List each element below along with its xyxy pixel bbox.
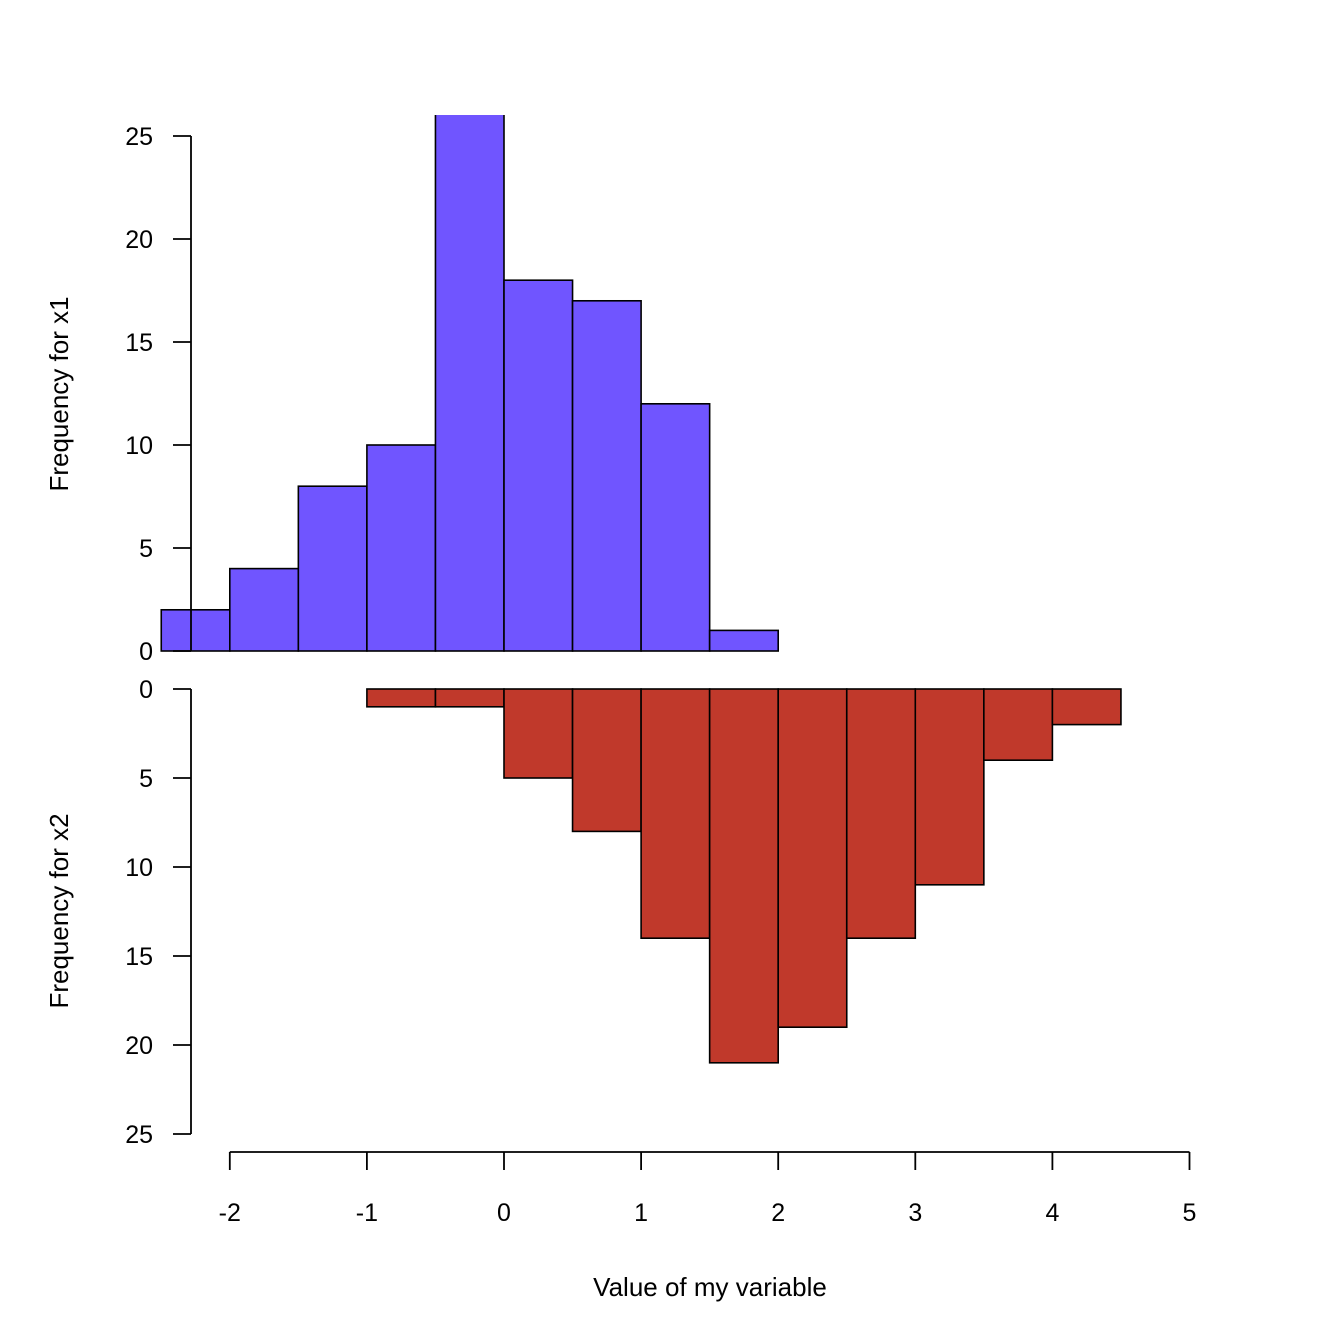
y-axis-title-x1: Frequency for x1 [44,296,74,491]
x1-y-tick-label: 20 [125,226,153,254]
x1-y-tick-label: 15 [125,329,153,357]
x2-bar [777,688,848,1029]
x-tick-label: 2 [771,1199,785,1227]
x-tick-label: -2 [219,1199,241,1227]
x1-bar [640,402,711,652]
x1-y-tick-label: 0 [139,638,153,666]
x2-histogram-bars [366,688,1122,1064]
x2-bar [983,688,1054,761]
x1-y-tick-label: 10 [125,432,153,460]
x2-bar [434,688,505,708]
x2-y-tick-label: 5 [139,765,153,793]
x2-bar [640,688,711,939]
x2-bar [503,688,574,779]
x1-y-axis: 0 5 10 15 20 25 [125,123,192,666]
x2-y-tick-label: 15 [125,943,153,971]
x2-y-tick-label: 0 [139,676,153,704]
x-tick-label: 0 [497,1199,511,1227]
x2-bar [708,688,780,1064]
x2-y-tick-label: 10 [125,854,153,882]
x-tick-label: 4 [1045,1199,1059,1227]
x-tick-label: 1 [634,1199,648,1227]
x2-bar [914,688,985,886]
x1-bar [229,567,300,652]
x1-bar [160,608,231,652]
x2-bar [845,688,917,939]
x2-y-tick-label: 25 [125,1121,153,1149]
x2-bar [571,688,642,833]
x1-bar [434,115,505,652]
x-tick-label: 3 [908,1199,922,1227]
x-tick-label: -1 [356,1199,378,1227]
x1-bar [503,279,574,652]
x2-bar [1051,688,1122,726]
x1-y-tick-label: 5 [139,535,153,563]
x1-histogram-bars [160,115,780,652]
x1-bar [708,629,780,652]
x2-y-axis: 0 5 10 15 20 25 [125,676,192,1149]
x-tick-label: 5 [1183,1199,1197,1227]
y-axis-title-x2: Frequency for x2 [44,813,74,1008]
x1-bar [366,444,437,652]
x1-bar [297,485,368,652]
x-axis: -2 -1 0 1 2 3 4 5 [219,1151,1197,1227]
x2-bar [366,688,437,708]
x1-y-tick-label: 25 [125,123,153,151]
x1-bar [571,299,642,652]
x2-y-tick-label: 20 [125,1032,153,1060]
x-axis-title: Value of my variable [593,1272,827,1302]
